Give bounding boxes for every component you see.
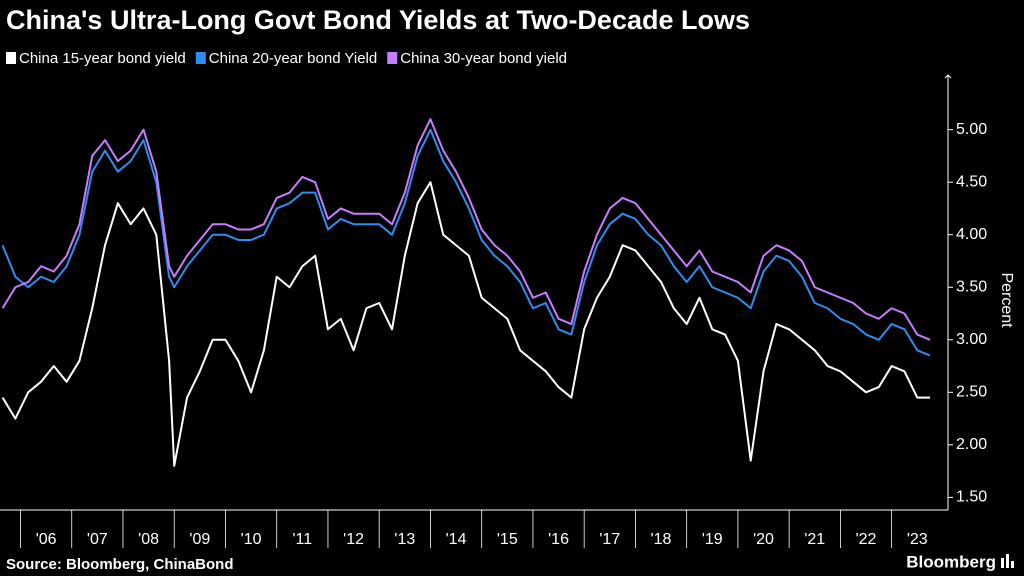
y-tick-label: 1.50	[956, 489, 987, 506]
legend-label: China 20-year bond Yield	[209, 50, 377, 67]
x-tick-label: '09	[189, 531, 210, 548]
legend-label: China 30-year bond yield	[400, 50, 567, 67]
y-tick-label: 2.00	[956, 436, 987, 453]
x-tick-label: '16	[548, 531, 569, 548]
logo-icon	[1001, 554, 1014, 568]
x-tick-label: '11	[292, 531, 312, 548]
x-tick-label: '10	[241, 531, 262, 548]
series-line	[1, 181, 931, 467]
x-tick-label: '15	[497, 531, 518, 548]
chart-title: China's Ultra-Long Govt Bond Yields at T…	[6, 5, 750, 35]
y-tick-label: 3.00	[956, 331, 987, 348]
series-line	[1, 118, 931, 341]
x-tick-label: '07	[87, 531, 108, 548]
x-tick-label: '14	[446, 531, 467, 548]
y-axis-arrow	[944, 74, 952, 79]
x-tick-label: '08	[138, 531, 159, 548]
logo-bar	[1011, 561, 1014, 568]
legend: China 15-year bond yield China 20-year bo…	[6, 50, 567, 67]
x-tick-label: '12	[343, 531, 364, 548]
logo-bar	[1006, 554, 1009, 568]
y-axis-label: Percent	[998, 272, 1015, 328]
y-tick-label: 4.00	[956, 226, 987, 243]
legend-label: China 15-year bond yield	[19, 50, 186, 67]
legend-swatch	[6, 52, 16, 64]
logo-text: Bloomberg	[906, 552, 996, 571]
source-note: Source: Bloomberg, ChinaBond	[6, 556, 234, 573]
x-tick-label: '17	[599, 531, 620, 548]
x-tick-label: '06	[36, 531, 57, 548]
y-tick-label: 3.50	[956, 278, 987, 295]
x-tick-label: '13	[394, 531, 415, 548]
legend-swatch	[387, 52, 398, 64]
x-tick-label: '19	[702, 531, 723, 548]
x-tick-label: '21	[804, 531, 825, 548]
y-tick-label: 2.50	[956, 384, 987, 401]
x-tick-label: '20	[753, 531, 774, 548]
series-line	[1, 128, 931, 357]
x-tick-label: '18	[651, 531, 672, 548]
logo-bar	[1001, 558, 1004, 568]
y-tick-label: 4.50	[956, 173, 987, 190]
legend-swatch	[195, 52, 206, 64]
x-tick-label: '22	[856, 531, 877, 548]
plot-area: 1.50 2.00 2.50 3.00 3.50 4.00 4.50 5.00 '06 '07 '0…	[0, 74, 987, 548]
x-tick-label: '23	[907, 531, 928, 548]
y-tick-label: 5.00	[956, 121, 987, 138]
